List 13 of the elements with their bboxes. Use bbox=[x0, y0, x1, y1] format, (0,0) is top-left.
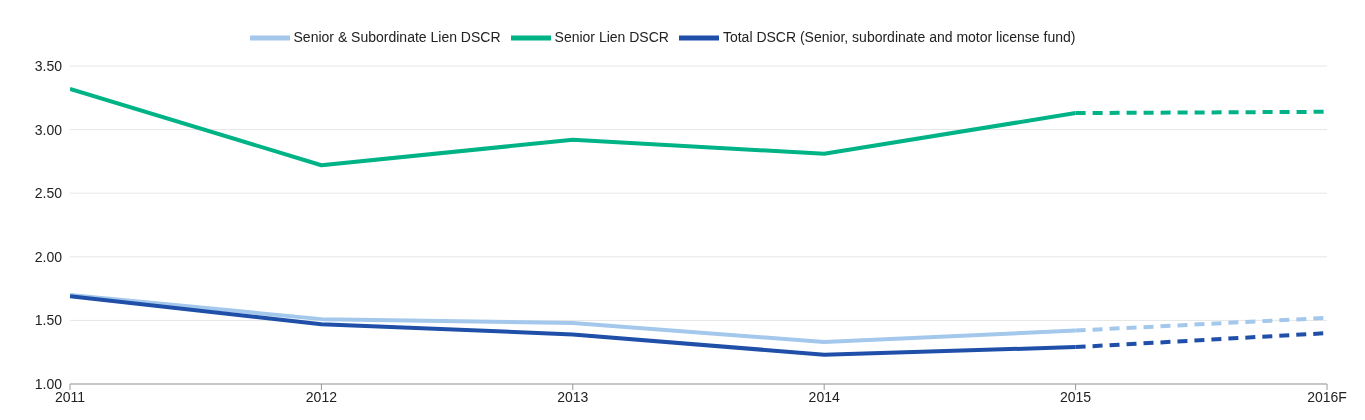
x-tick-label: 2014 bbox=[808, 388, 840, 405]
x-tick-label: 2012 bbox=[305, 388, 338, 405]
y-tick-label: 3.50 bbox=[34, 57, 63, 74]
x-tick-label: 2015 bbox=[1060, 388, 1092, 405]
y-tick-label: 2.00 bbox=[34, 248, 63, 265]
x-tick-label: 2016F bbox=[1307, 388, 1347, 405]
y-tick-label: 3.00 bbox=[34, 121, 63, 138]
y-tick-label: 2.50 bbox=[34, 185, 63, 202]
y-tick-label: 1.50 bbox=[34, 312, 63, 329]
x-tick-label: 2013 bbox=[557, 388, 589, 405]
legend-label: Total DSCR (Senior, subordinate and motor license fund) bbox=[722, 28, 1076, 45]
legend-label: Senior & Subordinate Lien DSCR bbox=[293, 28, 501, 45]
legend-label: Senior Lien DSCR bbox=[554, 28, 669, 45]
